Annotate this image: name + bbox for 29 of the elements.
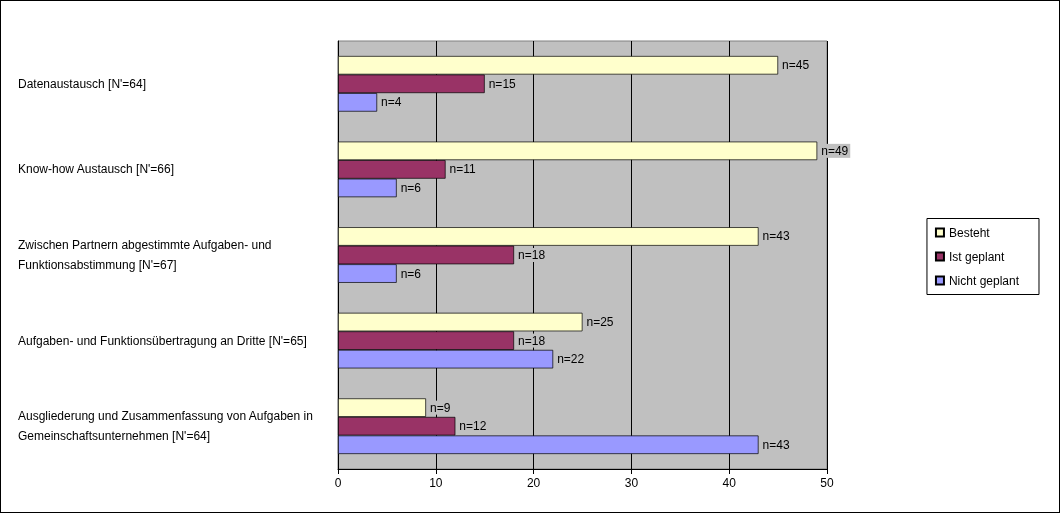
x-tick-label: 20	[526, 476, 541, 490]
y-tick-label: Datenaustausch [N'=64]	[18, 76, 147, 91]
data-label: n=6	[400, 266, 422, 281]
data-label: n=43	[762, 437, 790, 452]
legend-label: Besteht	[948, 225, 991, 240]
data-label: n=12	[459, 419, 487, 434]
x-tick-label: 30	[624, 476, 639, 490]
y-tick-label: Aufgaben- und Funktionsübertragung an Dritte [N'=65]	[18, 333, 307, 348]
data-label: n=4	[381, 95, 402, 110]
data-label: n=11	[449, 162, 477, 177]
data-label: n=15	[488, 76, 517, 91]
data-label: n=25	[586, 315, 614, 330]
legend-label: Nicht geplant	[948, 273, 1020, 288]
x-tick-label: 0	[334, 476, 342, 490]
data-label: n=18	[518, 333, 546, 348]
legend-label: Ist geplant	[948, 249, 1005, 264]
data-label: n=6	[400, 180, 422, 195]
y-tick-label: Know-how Austausch [N'=66]	[18, 162, 175, 177]
data-label: n=43	[762, 229, 790, 244]
data-label: n=22	[557, 352, 585, 367]
x-tick-label: 10	[429, 476, 443, 490]
y-tick-label: Zwischen Partnern abgestimmte Aufgaben- und Funktionsabstimmung [N'=67]	[18, 238, 275, 272]
data-label: n=49	[821, 143, 849, 158]
x-tick-label: 50	[820, 476, 834, 490]
x-tick-label: 40	[722, 476, 737, 490]
data-label: n=9	[430, 400, 451, 415]
y-tick-label: Ausgliederung und Zusammenfassung von Aufgaben in Gemeinschaftsunternehmen [N'=64]	[18, 409, 317, 444]
data-label: n=45	[782, 58, 810, 73]
data-label: n=18	[518, 248, 546, 262]
